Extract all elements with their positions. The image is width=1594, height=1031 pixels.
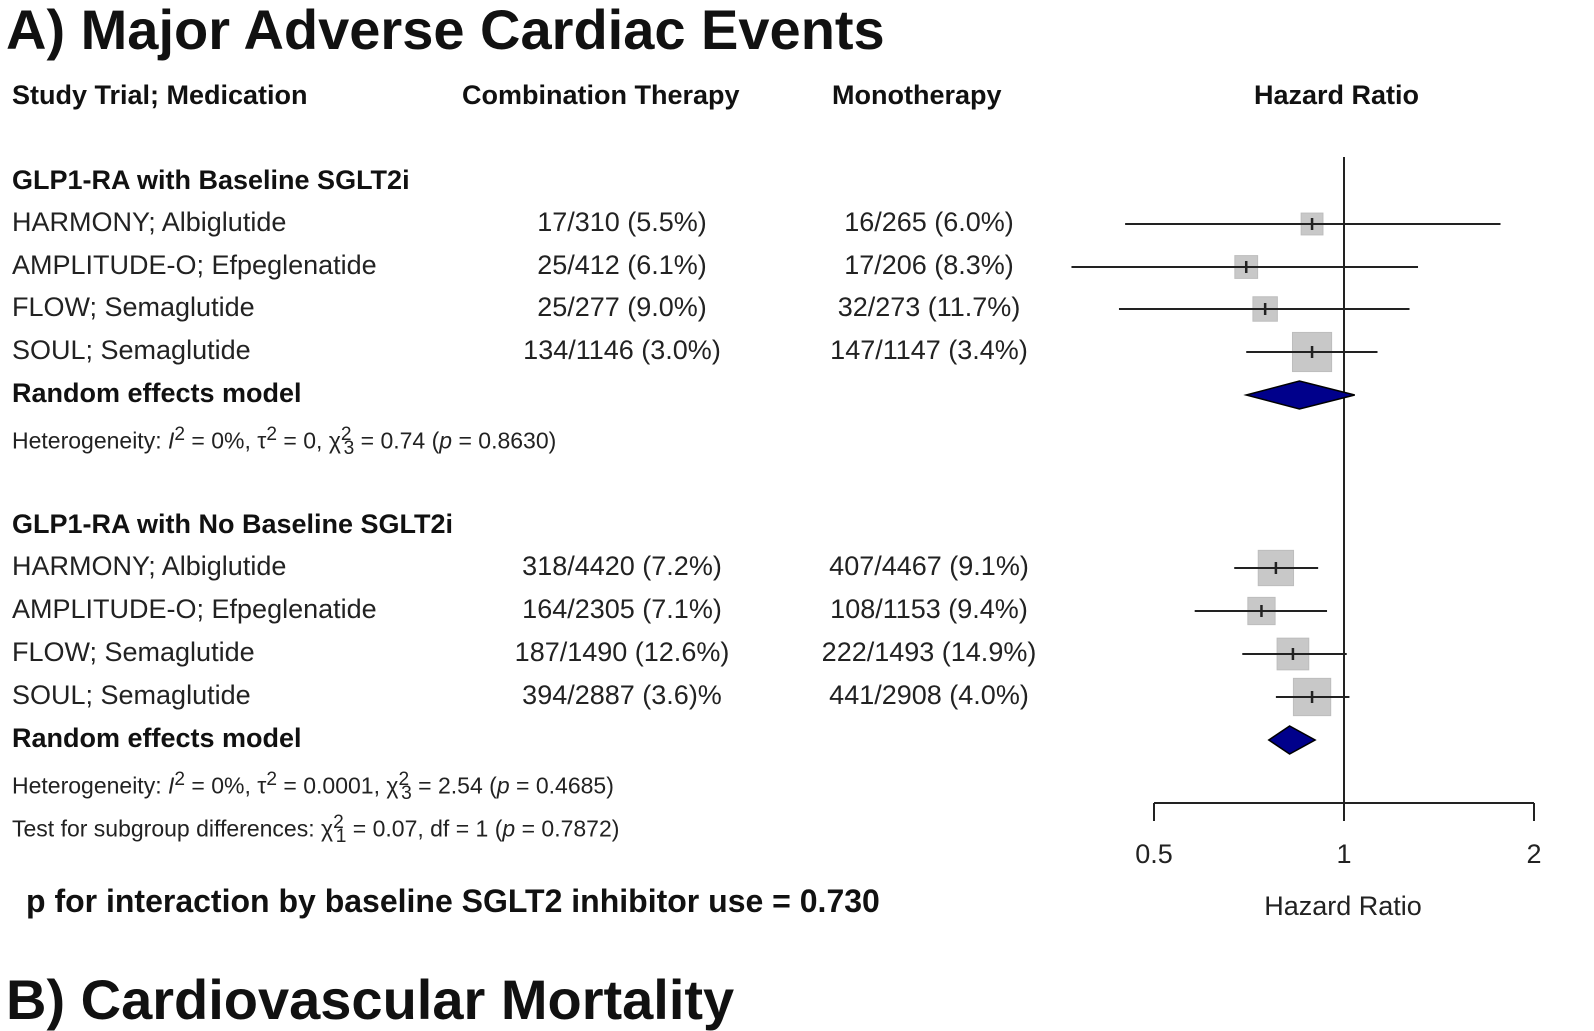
study-name: HARMONY; Albiglutide bbox=[12, 207, 287, 237]
monotherapy-value: 147/1147 (3.4%) bbox=[830, 335, 1028, 365]
study-name: AMPLITUDE-O; Efpeglenatide bbox=[12, 250, 377, 280]
group-label: GLP1-RA with No Baseline SGLT2i bbox=[12, 509, 454, 539]
x-tick-label: 0.5 bbox=[1135, 839, 1173, 869]
combination-value: 394/2887 (3.6)% bbox=[522, 680, 722, 710]
monotherapy-value: 407/4467 (9.1%) bbox=[829, 551, 1029, 581]
p-interaction-text: p for interaction by baseline SGLT2 inhi… bbox=[26, 883, 880, 919]
monotherapy-value: 16/265 (6.0%) bbox=[844, 207, 1014, 237]
study-name: FLOW; Semaglutide bbox=[12, 637, 255, 667]
monotherapy-value: 32/273 (11.7%) bbox=[837, 292, 1021, 322]
combination-value: 318/4420 (7.2%) bbox=[522, 551, 722, 581]
combination-value: 25/277 (9.0%) bbox=[537, 292, 707, 322]
study-name: HARMONY; Albiglutide bbox=[12, 551, 287, 581]
monotherapy-value: 108/1153 (9.4%) bbox=[830, 594, 1028, 624]
heterogeneity-text: Heterogeneity: I2 = 0%, τ2 = 0, χ23 = 0.… bbox=[12, 424, 557, 460]
study-name: AMPLITUDE-O; Efpeglenatide bbox=[12, 594, 377, 624]
group-label: GLP1-RA with Baseline SGLT2i bbox=[12, 165, 410, 195]
pooled-estimate-diamond bbox=[1267, 725, 1317, 755]
pooled-estimate-diamond bbox=[1243, 380, 1355, 410]
combination-value: 25/412 (6.1%) bbox=[537, 250, 707, 280]
combination-value: 164/2305 (7.1%) bbox=[522, 594, 722, 624]
x-axis-label: Hazard Ratio bbox=[1264, 891, 1422, 921]
monotherapy-value: 17/206 (8.3%) bbox=[844, 250, 1014, 280]
study-name: FLOW; Semaglutide bbox=[12, 292, 255, 322]
subgroup-test-text: Test for subgroup differences: χ21 = 0.0… bbox=[12, 812, 620, 848]
x-tick-label: 2 bbox=[1526, 839, 1541, 869]
column-header-study: Study Trial; Medication bbox=[12, 80, 308, 110]
heterogeneity-text: Heterogeneity: I2 = 0%, τ2 = 0.0001, χ23… bbox=[12, 769, 614, 805]
combination-value: 134/1146 (3.0%) bbox=[523, 335, 721, 365]
monotherapy-value: 222/1493 (14.9%) bbox=[821, 637, 1037, 667]
study-name: SOUL; Semaglutide bbox=[12, 680, 251, 710]
monotherapy-value: 441/2908 (4.0%) bbox=[829, 680, 1029, 710]
column-header-monotherapy: Monotherapy bbox=[832, 80, 1002, 110]
next-panel-title: B) Cardiovascular Mortality bbox=[6, 968, 735, 1031]
random-effects-label: Random effects model bbox=[12, 723, 302, 753]
combination-value: 187/1490 (12.6%) bbox=[514, 637, 730, 667]
x-tick-label: 1 bbox=[1336, 839, 1351, 869]
column-header-combination: Combination Therapy bbox=[462, 80, 740, 110]
study-name: SOUL; Semaglutide bbox=[12, 335, 251, 365]
random-effects-label: Random effects model bbox=[12, 378, 302, 408]
combination-value: 17/310 (5.5%) bbox=[537, 207, 707, 237]
panel-title: A) Major Adverse Cardiac Events bbox=[6, 0, 885, 61]
column-header-hazard-ratio: Hazard Ratio bbox=[1254, 80, 1420, 110]
